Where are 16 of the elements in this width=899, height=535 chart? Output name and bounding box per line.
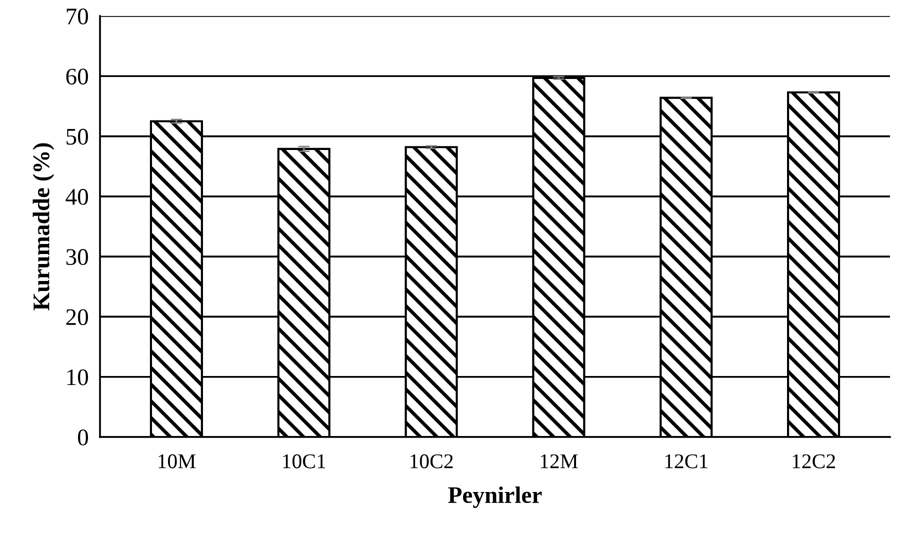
x-axis-title: Peynirler [448, 486, 542, 508]
y-axis-title: Kurumadde (%) [32, 143, 54, 310]
y-tick-label: 40 [66, 188, 88, 205]
y-tick-label: 50 [66, 128, 88, 145]
y-tick-label: 30 [66, 249, 88, 265]
x-tick-label: 12C2 [792, 454, 835, 468]
x-tick-label: 10C2 [410, 454, 453, 468]
y-tick-label: 60 [66, 68, 88, 85]
x-tick-label: 12M [540, 454, 578, 468]
x-tick-label: 10M [158, 454, 196, 468]
y-tick-label: 70 [66, 8, 88, 24]
y-tick-label: 10 [67, 369, 88, 386]
y-tick-label: 0 [78, 429, 88, 446]
x-tick-label: 12C1 [665, 454, 708, 468]
x-tick-label: 10C1 [283, 454, 326, 468]
y-tick-label: 20 [66, 309, 88, 326]
